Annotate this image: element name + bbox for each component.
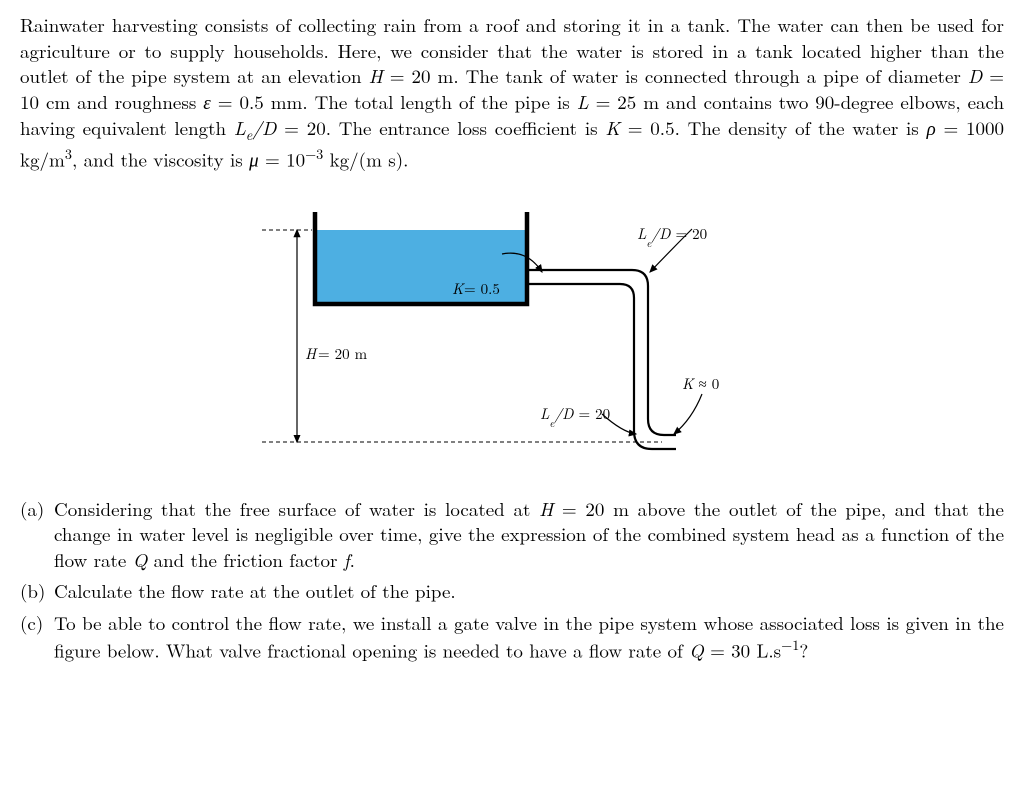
- led-bottom-label: Le/D = 20: [540, 403, 610, 431]
- H-val: = 20 m. The tank of water is connected t…: [383, 62, 968, 89]
- problem-statement: Rainwater harvesting consists of collect…: [20, 12, 1004, 172]
- h-label-val: = 20 m: [318, 343, 368, 364]
- eps-var: ε: [203, 88, 211, 115]
- k-entrance-val: = 0.5: [464, 278, 500, 299]
- Le-val: = 20. The entrance loss coefficient is: [276, 114, 605, 141]
- question-b: (b) Calculate the flow rate at the outle…: [20, 578, 1004, 604]
- K-val: = 0.5. The density of the water is: [620, 114, 927, 141]
- mu-sup: −3: [305, 144, 323, 164]
- exit-arrow: [674, 394, 702, 434]
- eps-val: = 0.5 mm. The total length of the pipe i…: [211, 88, 577, 115]
- question-a: (a) Considering that the free surface of…: [20, 496, 1004, 573]
- pipe-system-diagram: H = 20 m K = 0.5 Le/D = 20 Le/D = 20 K ≈…: [252, 194, 772, 474]
- rho-var: ρ: [927, 114, 936, 141]
- Le-var: L: [234, 114, 246, 141]
- rho-tail: , and the viscosity is: [72, 145, 249, 172]
- q-a-label: (a): [20, 496, 54, 573]
- question-list: (a) Considering that the free surface of…: [20, 496, 1004, 663]
- mu-var: μ: [249, 145, 259, 172]
- rho-sup: 3: [65, 144, 72, 164]
- led-top-label: Le/D = 20: [637, 223, 707, 251]
- q-b-body: Calculate the flow rate at the outlet of…: [54, 578, 1004, 604]
- q-c-label: (c): [20, 610, 54, 663]
- mu-val: = 10: [259, 145, 305, 172]
- mu-tail: kg/(m s).: [323, 145, 408, 172]
- k-exit-label: K ≈ 0: [682, 373, 719, 394]
- q-c-body: To be able to control the flow rate, we …: [54, 610, 1004, 663]
- Le-over: /D: [252, 114, 276, 141]
- h-label-text: H: [305, 343, 318, 364]
- diagram-figure: H = 20 m K = 0.5 Le/D = 20 Le/D = 20 K ≈…: [20, 194, 1004, 474]
- question-c: (c) To be able to control the flow rate,…: [20, 610, 1004, 663]
- D-var: D: [968, 62, 982, 89]
- K-var: K: [605, 114, 620, 141]
- q-a-body: Considering that the free surface of wat…: [54, 496, 1004, 573]
- L-var: L: [577, 88, 589, 115]
- H-var: H: [369, 62, 383, 89]
- q-b-label: (b): [20, 578, 54, 604]
